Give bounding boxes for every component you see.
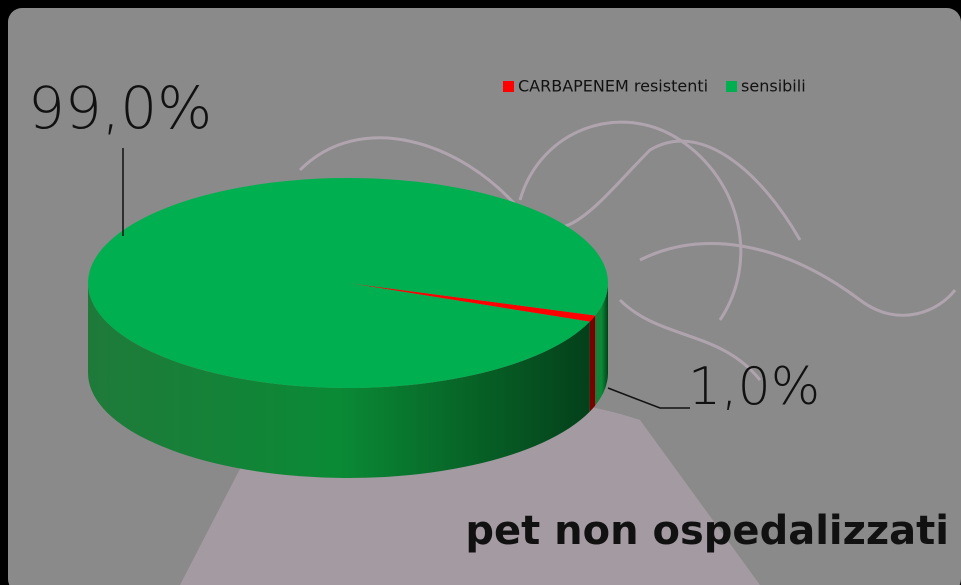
legend-label: CARBAPENEM resistenti [518, 77, 708, 96]
value-label: 1,0% [688, 357, 820, 417]
leader-line [607, 387, 690, 409]
legend-swatch [726, 81, 738, 92]
pie-side [589, 315, 596, 412]
background-decoration [298, 120, 957, 381]
pie-side [595, 283, 608, 406]
legend-label: sensibili [741, 77, 806, 96]
annotation: pet non ospedalizzati [465, 508, 949, 554]
pie-side [88, 283, 590, 479]
value-label: 99,0% [28, 74, 212, 142]
pie-slice [348, 283, 596, 322]
legend-swatch [503, 81, 514, 92]
pie-slice [87, 178, 608, 389]
